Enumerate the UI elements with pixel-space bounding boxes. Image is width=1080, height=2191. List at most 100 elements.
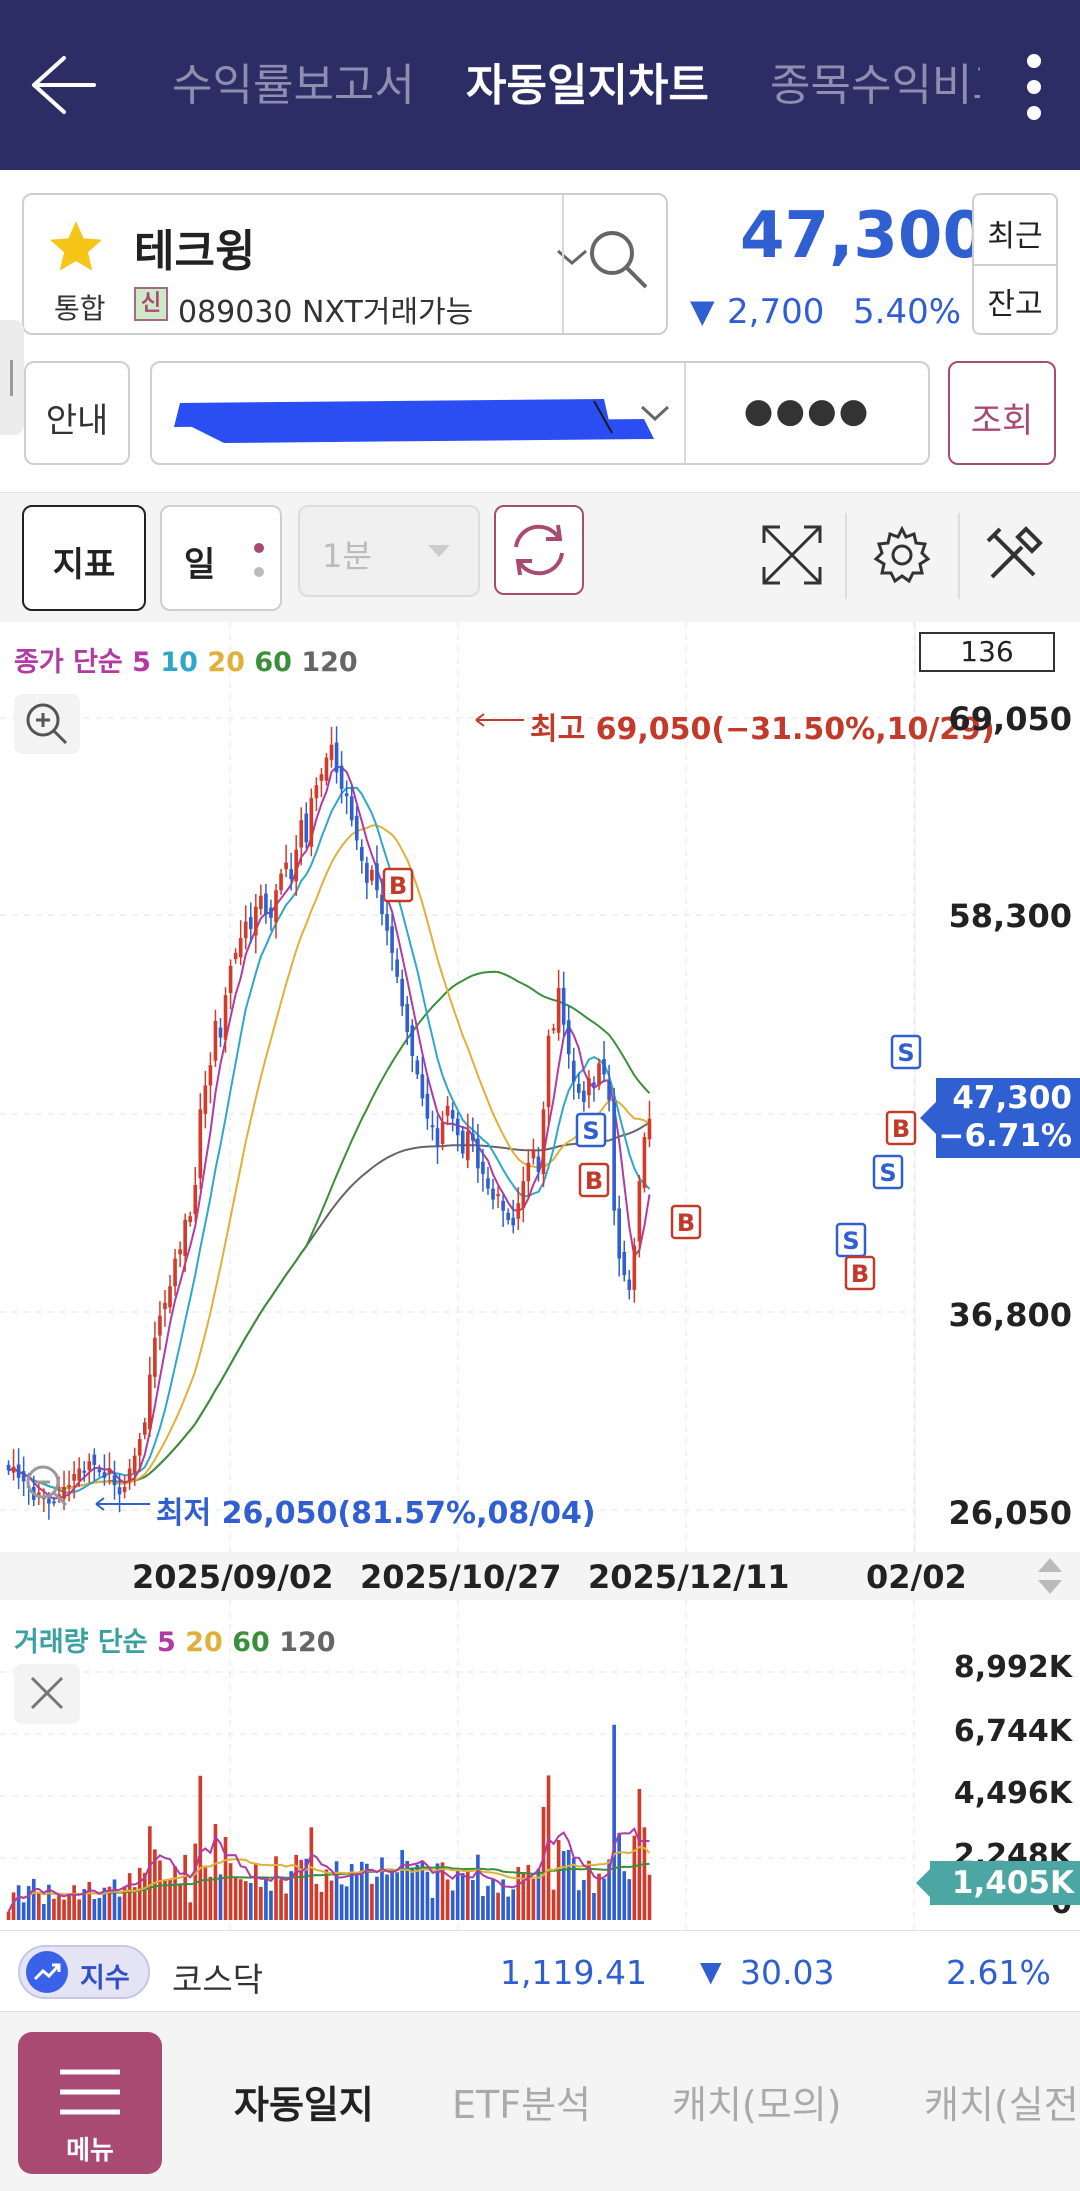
candle-body bbox=[370, 869, 374, 881]
stock-selector[interactable]: 테크윙 통합 신 089030 NXT거래가능 bbox=[22, 193, 668, 335]
candle-body bbox=[72, 1474, 76, 1481]
volume-bar bbox=[243, 1881, 248, 1920]
tab-auto-journal-chart[interactable]: 자동일지차트 bbox=[466, 60, 709, 111]
close-volume-icon[interactable] bbox=[14, 1664, 80, 1724]
candle-body bbox=[582, 1090, 586, 1103]
candle-body bbox=[637, 1181, 642, 1242]
indicator-label: 지표 bbox=[52, 545, 116, 585]
candle-body bbox=[11, 1466, 16, 1473]
volume-bar bbox=[501, 1879, 505, 1920]
volume-bar bbox=[163, 1880, 167, 1920]
resize-handle-icon[interactable] bbox=[1030, 1552, 1070, 1600]
favorite-star-icon[interactable] bbox=[46, 217, 106, 277]
candle-body bbox=[137, 1439, 142, 1456]
candle-body bbox=[264, 893, 268, 915]
nav-catch-mock[interactable]: 캐치(모의) bbox=[672, 2083, 842, 2127]
volume-bar bbox=[516, 1867, 521, 1920]
candle-body bbox=[122, 1486, 127, 1493]
zoom-in-icon[interactable] bbox=[14, 694, 80, 754]
volume-bar bbox=[137, 1867, 142, 1920]
volume-bar bbox=[395, 1872, 399, 1920]
volume-bar bbox=[632, 1835, 637, 1920]
tab-stock-profit-compare[interactable]: 종목수익비교 bbox=[770, 60, 980, 111]
candle-body bbox=[445, 1105, 450, 1116]
tools-icon[interactable] bbox=[982, 523, 1046, 587]
volume-bar bbox=[324, 1869, 329, 1920]
credit-badge: 신 bbox=[134, 287, 168, 321]
ma-10: 10 bbox=[160, 647, 198, 678]
volume-bar bbox=[299, 1859, 304, 1920]
candle-body bbox=[647, 1118, 652, 1140]
index-badge[interactable]: 지수 bbox=[18, 1945, 150, 1999]
back-arrow-icon[interactable] bbox=[28, 52, 98, 118]
volume-bar bbox=[82, 1889, 87, 1920]
volume-bar bbox=[410, 1868, 415, 1920]
zoom-out-icon[interactable] bbox=[14, 1456, 80, 1516]
candle-body bbox=[375, 863, 379, 891]
volume-bar bbox=[541, 1806, 546, 1920]
volume-bar bbox=[21, 1902, 26, 1920]
x-axis[interactable]: 2025/09/02 2025/10/27 2025/12/11 02/02 bbox=[0, 1552, 1080, 1600]
nav-etf-analysis[interactable]: ETF분석 bbox=[452, 2083, 591, 2127]
candle-body bbox=[284, 862, 288, 870]
tab-profit-report[interactable]: 수익률보고서 bbox=[172, 60, 415, 111]
volume-bar bbox=[254, 1863, 258, 1920]
volume-bar bbox=[11, 1892, 16, 1920]
query-button[interactable]: 조회 bbox=[948, 361, 1056, 465]
recent-button[interactable]: 최근 bbox=[987, 219, 1043, 254]
volume-bar bbox=[597, 1873, 601, 1920]
volume-bar bbox=[375, 1876, 379, 1920]
volume-chart[interactable] bbox=[0, 1600, 1080, 1930]
candle-body bbox=[486, 1178, 490, 1189]
candle-body bbox=[173, 1258, 177, 1287]
volume-bar bbox=[380, 1857, 384, 1920]
candle-body bbox=[82, 1470, 87, 1473]
ma-20: 20 bbox=[207, 647, 245, 678]
nav-auto-journal[interactable]: 자동일지 bbox=[234, 2083, 374, 2127]
candle-body bbox=[218, 1027, 223, 1038]
volume-bar bbox=[72, 1885, 76, 1920]
high-pointer-arrow bbox=[475, 713, 524, 727]
volume-bar bbox=[203, 1865, 208, 1920]
candle-body bbox=[188, 1216, 193, 1223]
candle-body bbox=[243, 921, 248, 939]
search-icon[interactable] bbox=[584, 225, 654, 295]
side-drawer-handle[interactable] bbox=[0, 320, 24, 435]
volume-bar bbox=[450, 1890, 455, 1920]
settings-gear-icon[interactable] bbox=[870, 523, 934, 587]
signal-marker-b-text: B bbox=[892, 1115, 910, 1143]
account-selector[interactable]: ●●●● bbox=[150, 361, 930, 465]
volume-bar bbox=[496, 1892, 500, 1920]
candle-body bbox=[62, 1486, 66, 1499]
nav-catch-real[interactable]: 캐치(실전) bbox=[924, 2083, 1080, 2127]
volume-bar bbox=[390, 1870, 394, 1920]
guide-label: 안내 bbox=[45, 401, 109, 441]
password-field[interactable]: ●●●● bbox=[743, 391, 871, 431]
chevron-down-icon[interactable] bbox=[638, 401, 672, 425]
indicator-button[interactable]: 지표 bbox=[22, 505, 146, 611]
refresh-button[interactable] bbox=[494, 505, 584, 595]
interval-select[interactable]: 1분 bbox=[298, 505, 480, 597]
more-menu-icon[interactable] bbox=[1010, 52, 1060, 122]
balance-button[interactable]: 잔고 bbox=[987, 287, 1043, 322]
vol-ma-60: 60 bbox=[232, 1627, 270, 1658]
menu-button[interactable]: 메뉴 bbox=[18, 2032, 162, 2174]
period-button[interactable]: 일 bbox=[160, 505, 282, 611]
index-pct: 2.61% bbox=[946, 1953, 1051, 1992]
current-price: 47,300 bbox=[740, 199, 987, 273]
candle-body bbox=[259, 895, 263, 910]
market-badge: 통합 bbox=[54, 292, 106, 325]
candle-count-box[interactable]: 136 bbox=[919, 632, 1055, 672]
market-index-bar[interactable]: 지수 코스닥 1,119.41 ▼ 30.03 2.61% bbox=[0, 1930, 1080, 2012]
candle-body bbox=[223, 995, 228, 1040]
candle-body bbox=[21, 1471, 26, 1482]
candle-body bbox=[274, 890, 278, 923]
volume-bar bbox=[208, 1876, 213, 1920]
candle-body bbox=[465, 1131, 470, 1161]
x-tick-1027: 2025/10/27 bbox=[360, 1558, 562, 1596]
guide-button[interactable]: 안내 bbox=[24, 361, 130, 465]
fullscreen-icon[interactable] bbox=[760, 523, 824, 587]
volume-bar bbox=[57, 1894, 61, 1920]
volume-bar bbox=[238, 1879, 243, 1920]
